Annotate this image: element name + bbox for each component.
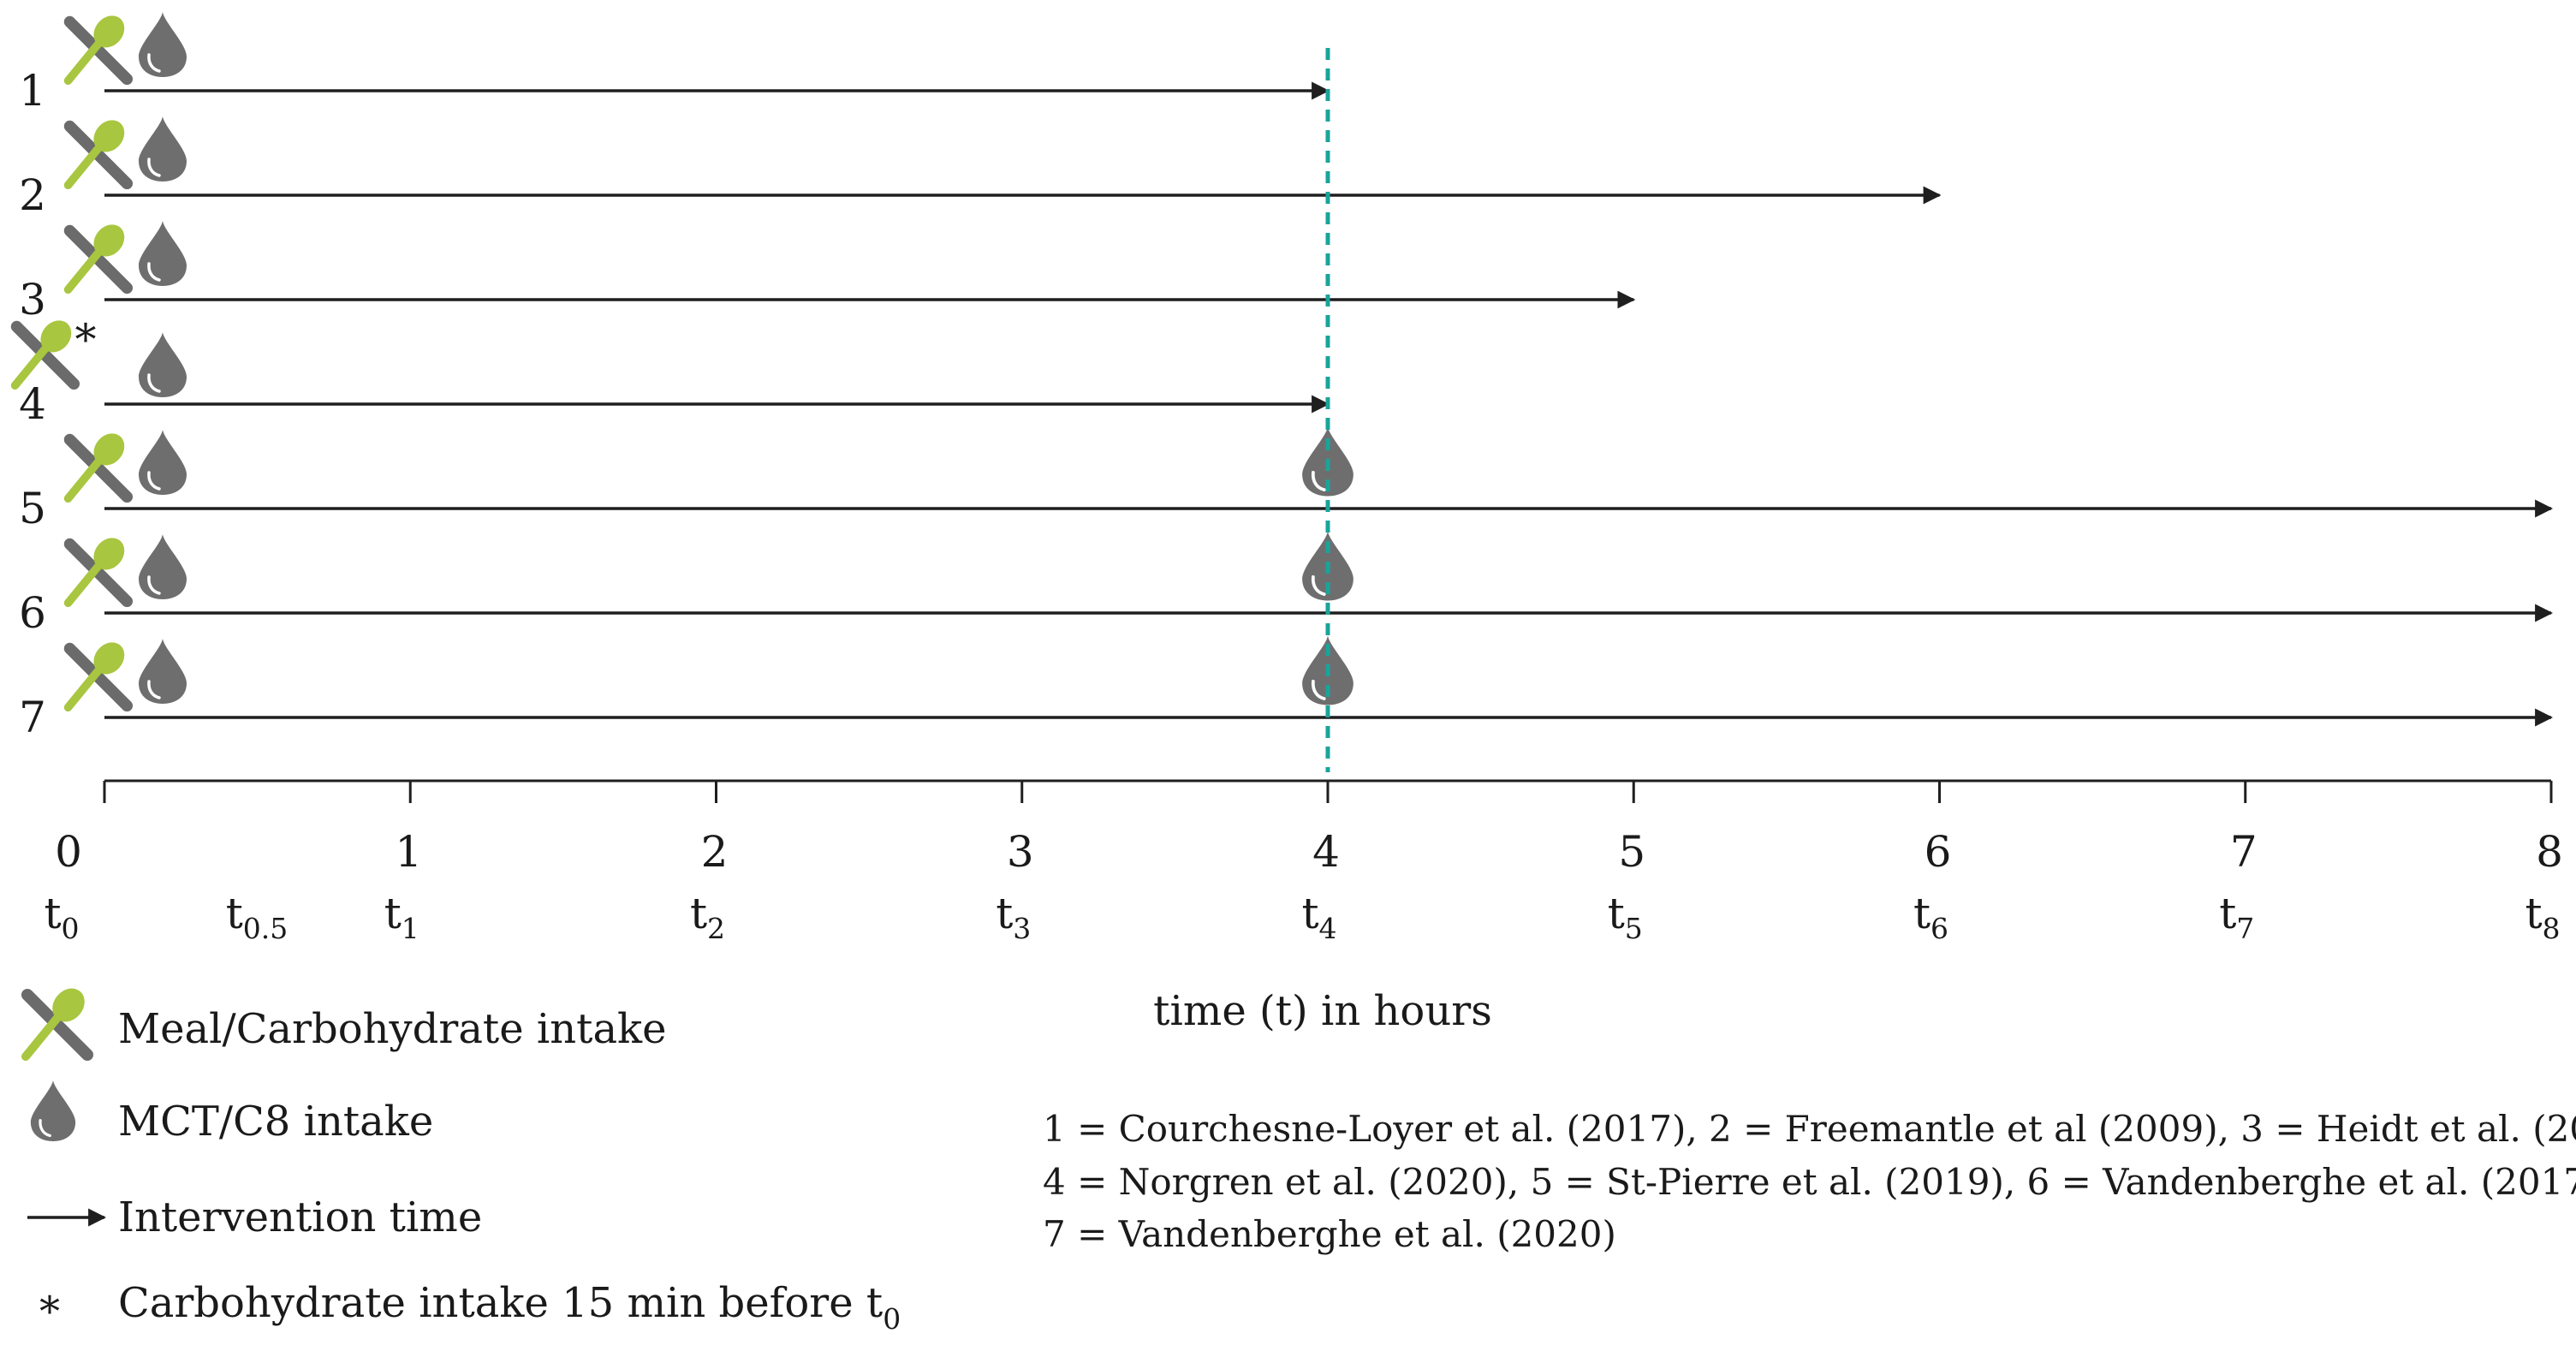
time-point-base-2: t bbox=[690, 889, 707, 938]
reference-line-2: 4 = Norgren et al. (2020), 5 = St-Pierre… bbox=[1043, 1161, 2576, 1203]
study-label-2: 2 bbox=[19, 170, 46, 220]
time-point-sub-7: 7 bbox=[2236, 912, 2254, 945]
axis-title: time (t) in hours bbox=[1153, 987, 1492, 1035]
legend-intervention-label: Intervention time bbox=[118, 1193, 482, 1241]
time-point-sub-3: 3 bbox=[1013, 912, 1031, 945]
legend-asterisk-sub: 0 bbox=[883, 1302, 901, 1336]
study-label-7: 7 bbox=[19, 693, 46, 742]
legend-asterisk-label: Carbohydrate intake 15 min before t0 bbox=[118, 1279, 901, 1336]
pre-carb-asterisk-4: * bbox=[75, 315, 97, 365]
mct-drop-icon-2 bbox=[137, 115, 188, 183]
time-point-base-1: t bbox=[384, 889, 402, 938]
meal-legend-icon bbox=[26, 982, 92, 1056]
hour-label-4: 4 bbox=[1312, 827, 1340, 877]
time-point-base-0.5: t bbox=[226, 889, 243, 938]
time-point-base-4: t bbox=[1301, 889, 1318, 938]
legend: Meal/Carbohydrate intake MCT/C8 intake I… bbox=[26, 982, 901, 1336]
time-point-base-5: t bbox=[1608, 889, 1625, 938]
hour-label-3: 3 bbox=[1007, 827, 1034, 877]
mct-drop-icon-6 bbox=[137, 533, 188, 601]
time-point-label-0: t0 bbox=[44, 889, 79, 945]
hour-label-7: 7 bbox=[2230, 827, 2258, 877]
hour-label-0: 0 bbox=[55, 827, 82, 877]
time-point-sub-2: 2 bbox=[707, 912, 725, 945]
time-point-base-8: t bbox=[2525, 889, 2542, 938]
study-label-1: 1 bbox=[19, 66, 46, 116]
time-point-base-6: t bbox=[1913, 889, 1931, 938]
time-point-label-0.5: t0.5 bbox=[226, 889, 289, 945]
meal-icon-6 bbox=[68, 532, 131, 603]
meal-icon-2 bbox=[68, 114, 131, 185]
meal-icon-1 bbox=[68, 9, 131, 80]
time-point-sub-0: 0 bbox=[62, 912, 80, 945]
time-point-sub-0.5: 0.5 bbox=[243, 912, 288, 945]
study-label-6: 6 bbox=[19, 588, 46, 638]
drop-legend-icon bbox=[29, 1079, 77, 1143]
mct-drop-icon-3 bbox=[137, 219, 188, 288]
time-point-label-8: t8 bbox=[2525, 889, 2560, 945]
time-point-base-0: t bbox=[44, 889, 61, 938]
time-point-sub-4: 4 bbox=[1319, 912, 1337, 945]
asterisk-legend-symbol: * bbox=[39, 1288, 60, 1336]
mct-drop-icon-5 bbox=[137, 428, 188, 497]
time-point-label-3: t3 bbox=[996, 889, 1031, 945]
legend-mct-label: MCT/C8 intake bbox=[118, 1098, 433, 1146]
time-point-label-1: t1 bbox=[384, 889, 419, 945]
time-point-sub-8: 8 bbox=[2543, 912, 2561, 945]
meal-icon-3 bbox=[68, 218, 131, 289]
study-label-5: 5 bbox=[19, 484, 46, 533]
time-point-label-7: t7 bbox=[2219, 889, 2254, 945]
mct-drop-icon-7 bbox=[137, 637, 188, 705]
time-point-sub-1: 1 bbox=[402, 912, 419, 945]
time-point-label-4: t4 bbox=[1301, 889, 1336, 945]
time-point-sub-6: 6 bbox=[1931, 912, 1948, 945]
time-point-base-3: t bbox=[996, 889, 1013, 938]
time-point-label-6: t6 bbox=[1913, 889, 1948, 945]
time-point-label-2: t2 bbox=[690, 889, 725, 945]
reference-line-1: 1 = Courchesne-Loyer et al. (2017), 2 = … bbox=[1043, 1108, 2576, 1150]
mct-drop-icon-4 bbox=[137, 330, 188, 399]
hour-label-2: 2 bbox=[701, 827, 729, 877]
hour-label-1: 1 bbox=[395, 827, 422, 877]
mct-drop-icon-1 bbox=[137, 10, 188, 79]
study-label-3: 3 bbox=[19, 275, 46, 324]
legend-asterisk-text: Carbohydrate intake 15 min before t bbox=[118, 1279, 883, 1327]
hour-label-5: 5 bbox=[1618, 827, 1645, 877]
meal-icon-4 bbox=[15, 314, 78, 385]
reference-line-3: 7 = Vandenberghe et al. (2020) bbox=[1043, 1213, 1616, 1255]
time-point-sub-5: 5 bbox=[1625, 912, 1643, 945]
time-point-base-7: t bbox=[2219, 889, 2236, 938]
meal-icon-7 bbox=[68, 636, 131, 707]
meal-icon-5 bbox=[68, 427, 131, 498]
time-point-label-5: t5 bbox=[1608, 889, 1643, 945]
legend-meal-label: Meal/Carbohydrate intake bbox=[118, 1005, 667, 1053]
study-label-4: 4 bbox=[19, 379, 46, 429]
hour-label-6: 6 bbox=[1925, 827, 1952, 877]
references: 1 = Courchesne-Loyer et al. (2017), 2 = … bbox=[1043, 1108, 2576, 1255]
hour-label-8: 8 bbox=[2536, 827, 2563, 877]
